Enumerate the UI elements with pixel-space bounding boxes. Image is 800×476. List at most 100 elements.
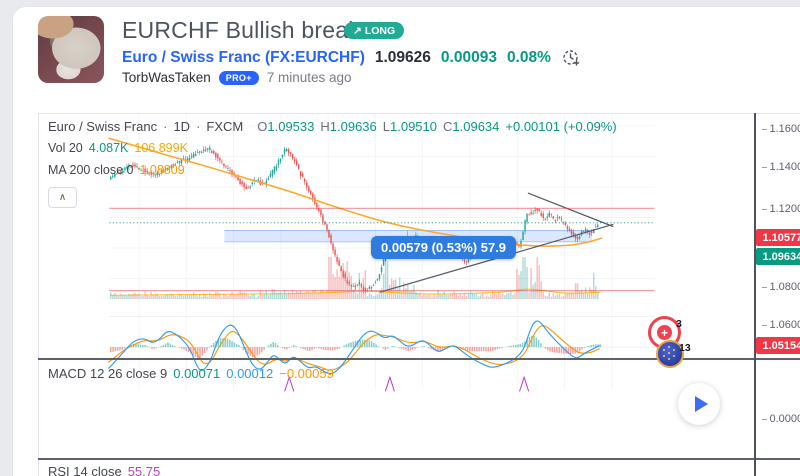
clock-refresh-icon[interactable] <box>561 48 581 68</box>
volume-bar <box>152 295 154 300</box>
macd-hist-bar <box>569 347 572 354</box>
macd-hist-bar <box>581 347 583 350</box>
macd-label[interactable]: MACD 12 26 close 9 <box>48 366 168 381</box>
volume-bar <box>340 270 342 300</box>
macd-hist-bar <box>277 345 279 348</box>
macd-hist-bar <box>489 347 492 352</box>
volume-bar <box>510 291 512 300</box>
chart-top-border <box>38 113 800 114</box>
volume-bar <box>469 290 472 300</box>
rsi-spike <box>519 375 530 392</box>
volume-bar <box>508 292 510 300</box>
volume-bar <box>198 294 201 300</box>
pane-separator-rsi[interactable] <box>38 458 800 460</box>
volume-bar <box>120 293 122 300</box>
price-scale-tick: 1.08000 <box>762 281 800 293</box>
volume-bar <box>221 296 223 300</box>
volume-bar <box>487 296 490 300</box>
legend-symbol[interactable]: Euro / Swiss Franc <box>48 119 158 134</box>
volume-bar <box>342 263 344 300</box>
long-direction-badge[interactable]: ↗ LONG <box>344 22 405 39</box>
volume-bar <box>202 293 205 300</box>
volume-bar <box>196 296 199 300</box>
macd-hist-bar <box>492 347 494 351</box>
pro-plus-badge[interactable]: PRO+ <box>218 70 259 85</box>
macd-hist-bar <box>546 347 549 351</box>
macd-hist-bar <box>579 347 581 352</box>
macd-hist-bar <box>567 347 570 354</box>
macd-hist-bar <box>528 336 531 348</box>
candle-body <box>299 171 302 177</box>
candle-body <box>166 167 169 170</box>
volume-bar <box>572 292 575 300</box>
candle-body <box>277 160 280 165</box>
symbol-link[interactable]: Euro / Swiss Franc (FX:EURCHF) <box>122 49 365 66</box>
macd-hist-bar <box>496 347 499 350</box>
candle-body <box>126 166 128 169</box>
legend-interval[interactable]: 1D <box>173 119 191 134</box>
volume-bar <box>590 290 593 300</box>
price-scale-tick: 1.16000 <box>762 123 800 135</box>
candle-body <box>112 175 114 178</box>
volume-label[interactable]: Vol 20 <box>48 141 83 155</box>
macd-hist-bar <box>258 347 261 355</box>
macd-hist-bar <box>315 347 318 348</box>
candle-body <box>132 164 134 167</box>
volume-bar <box>536 257 538 300</box>
price-scale[interactable]: 1.16000 1.14000 1.12000 1.08000 1.06000 0.000… <box>755 113 800 476</box>
candle-body <box>595 226 597 228</box>
candle-body <box>318 208 320 212</box>
volume-bar <box>255 297 257 300</box>
ma-label[interactable]: MA 200 close 0 <box>48 163 134 177</box>
volume-bar <box>184 295 187 300</box>
candle-body <box>538 209 540 212</box>
rsi-label[interactable]: RSI 14 close <box>48 464 122 476</box>
candle-body <box>178 160 181 163</box>
macd-hist-bar <box>164 343 167 348</box>
volume-bar <box>265 290 268 300</box>
ma-value: 1.08809 <box>139 163 185 177</box>
candle-body <box>554 219 557 221</box>
volume-bar <box>182 296 185 300</box>
volume-bar <box>544 295 546 300</box>
macd-hist-bar <box>585 346 588 348</box>
macd-hist-bar <box>563 347 565 354</box>
volume-bar <box>287 292 290 300</box>
volume-bar <box>215 291 217 300</box>
macd-hist-bar <box>304 347 307 350</box>
price-scale-divider[interactable] <box>754 113 756 476</box>
volume-bar <box>344 270 346 300</box>
macd-hist-bar <box>151 347 153 349</box>
play-scroll-button[interactable] <box>678 383 720 425</box>
candle-body <box>352 285 354 287</box>
macd-hist-bar <box>485 347 487 352</box>
author-name[interactable]: TorbWasTaken <box>122 70 211 85</box>
macd-hist-bar <box>219 338 222 348</box>
macd-hist-bar <box>361 339 364 348</box>
volume-bar <box>530 268 532 300</box>
volume-bar <box>542 292 544 300</box>
candle-body <box>200 151 203 153</box>
macd-hist-bar <box>350 342 352 348</box>
volume-bar <box>554 295 557 300</box>
volume-bar <box>445 294 447 300</box>
macd-hist-bar <box>553 347 556 353</box>
volume-bar <box>160 295 162 300</box>
pane-separator-macd[interactable] <box>38 358 800 360</box>
volume-bar <box>360 284 363 300</box>
candle-body <box>225 166 227 167</box>
collapse-indicators-button[interactable]: ∧ <box>48 187 77 208</box>
volume-bar <box>502 293 504 300</box>
candle-body <box>116 173 118 175</box>
candle-body <box>158 173 160 176</box>
volume-bar <box>453 291 456 300</box>
volume-bar <box>233 294 235 300</box>
macd-hist-bar <box>196 347 199 359</box>
macd-hist-bar <box>183 347 185 350</box>
eu-flag-event-icon[interactable] <box>656 340 684 368</box>
volume-bar <box>302 293 304 300</box>
macd-hist-bar <box>560 347 563 354</box>
author-avatar[interactable] <box>38 16 104 83</box>
macd-hist-bar <box>391 346 393 348</box>
volume-bar <box>417 294 419 300</box>
